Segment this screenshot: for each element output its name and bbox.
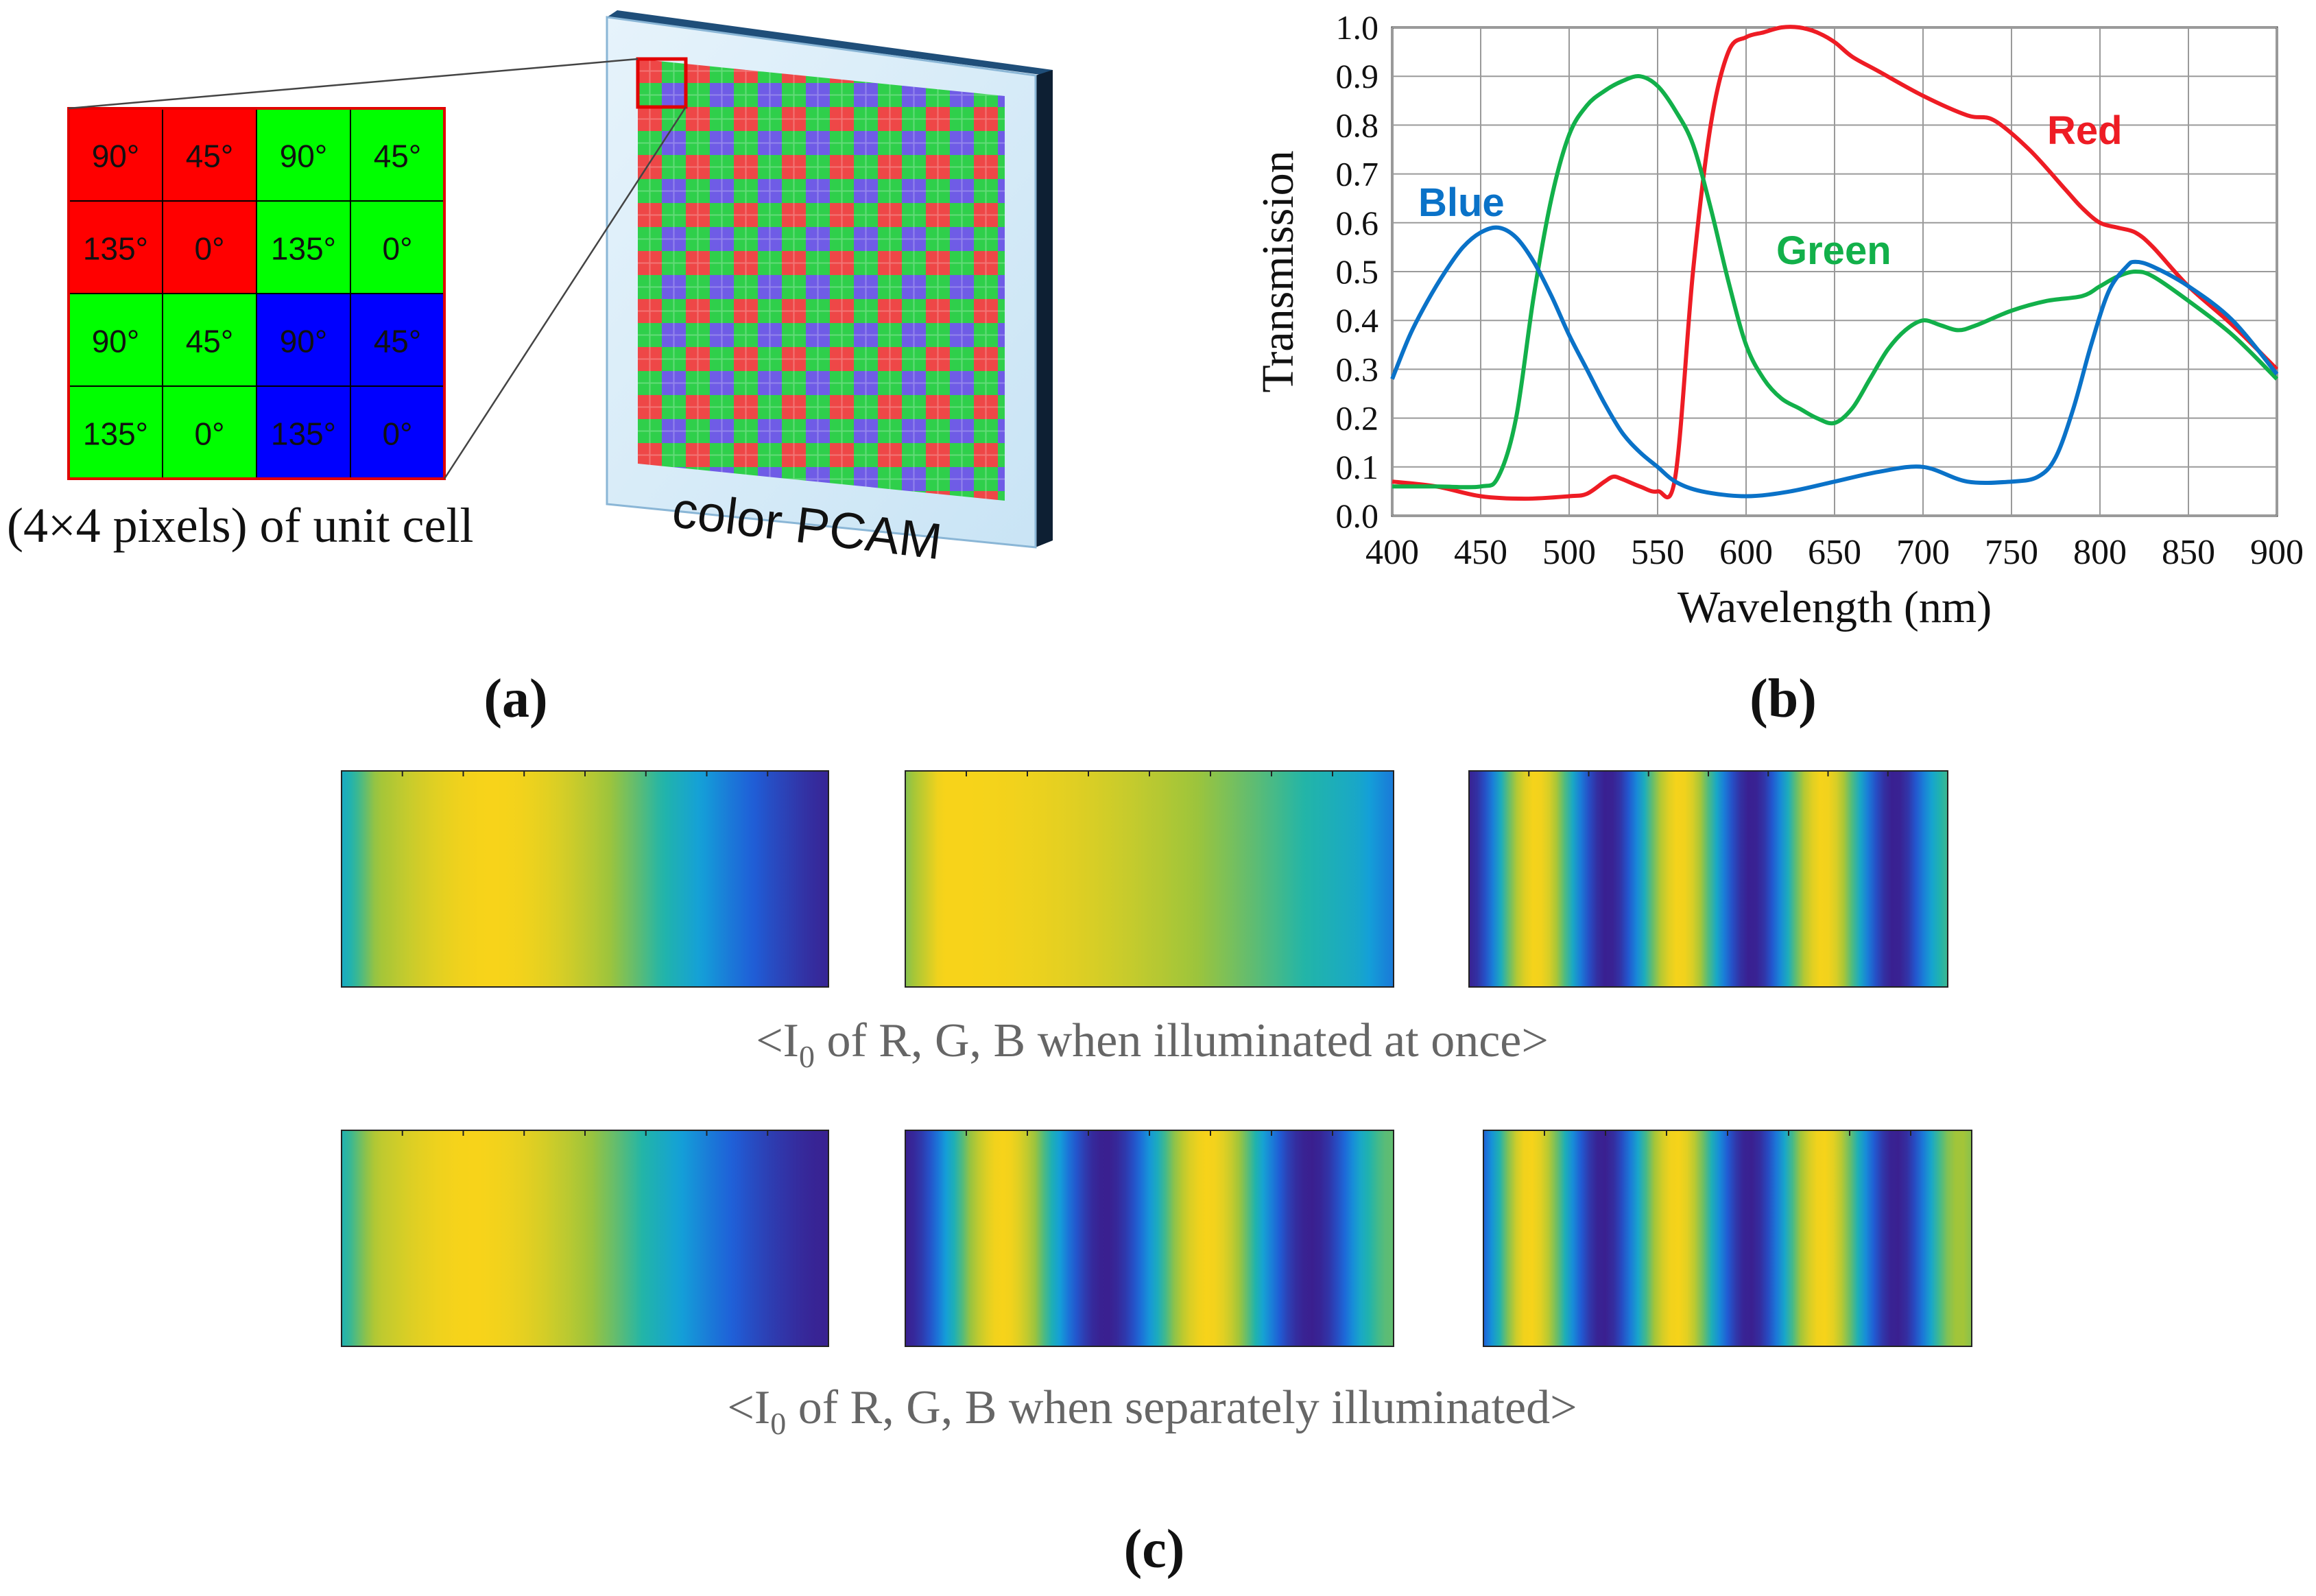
unit-cell-pixel <box>162 293 257 387</box>
panel-c: <I0 of R, G, B when illuminated at once>… <box>341 770 1972 1580</box>
x-tick-label: 550 <box>1631 533 1684 572</box>
panel-b-label: (b) <box>1750 669 1817 729</box>
x-tick-label: 400 <box>1365 533 1419 572</box>
pixel-array <box>638 59 1005 501</box>
x-tick-label: 600 <box>1719 533 1773 572</box>
fringe-image <box>905 1130 1394 1347</box>
series-line-green <box>1392 74 2279 490</box>
panel-c-label: (c) <box>1124 1519 1185 1580</box>
pixel-angle-label: 135° <box>271 231 336 267</box>
y-tick-label: 0.1 <box>1336 448 1379 486</box>
series-line-blue <box>1390 225 2279 499</box>
series-label-green: Green <box>1776 228 1891 273</box>
pixel-angle-label: 45° <box>374 139 422 174</box>
panel-a-label: (a) <box>484 669 547 729</box>
unit-cell-pixel <box>162 385 257 479</box>
panel-b: 400 450 500 550 600 650 700 750 800 850 900 0.0 0.1 0… <box>1253 8 2304 729</box>
pixel-angle-label: 90° <box>280 139 328 174</box>
y-tick-label: 0.8 <box>1336 106 1379 144</box>
x-tick-label: 450 <box>1454 533 1507 572</box>
y-tick-label: 0.5 <box>1336 252 1379 291</box>
x-axis-label: Wavelength (nm) <box>1678 582 1992 632</box>
unit-cell-pixel <box>350 293 445 387</box>
x-tick-label: 750 <box>1985 533 2038 572</box>
pixel-angle-label: 90° <box>92 139 140 174</box>
unit-cell-pixel <box>68 108 163 202</box>
pixel-angle-label: 0° <box>383 231 413 267</box>
unit-cell-pixel <box>350 385 445 479</box>
y-tick-label: 0.7 <box>1336 155 1379 193</box>
x-tick-label: 900 <box>2250 533 2304 572</box>
unit-cell-pixel <box>162 108 257 202</box>
panel-a: 90° 45° 90° 45° 135° 0° 135° 0° 90° 45° 90° 45° 135°… <box>7 10 1053 729</box>
unit-cell-pixel <box>350 108 445 202</box>
x-tick-label: 500 <box>1542 533 1596 572</box>
caption-illuminated-at-once: <I0 of R, G, B when illuminated at once> <box>756 1014 1549 1074</box>
x-tick-label: 800 <box>2073 533 2127 572</box>
unit-cell-pixel <box>350 200 445 294</box>
pixel-angle-label: 0° <box>195 231 225 267</box>
fringe-images <box>341 770 1972 1347</box>
pixel-angle-label: 0° <box>383 416 413 452</box>
y-tick-label: 0.0 <box>1336 497 1379 535</box>
fringe-image <box>905 770 1394 988</box>
fringe-image <box>341 770 829 988</box>
sensor-top-edge <box>607 10 1053 75</box>
pixel-angle-label: 135° <box>83 416 148 452</box>
series-line-red <box>1392 25 2279 501</box>
zoom-line-bottom <box>443 106 687 479</box>
fringe-image <box>1468 770 1948 988</box>
sensor-side-edge <box>1036 70 1053 547</box>
pixel-angle-label: 90° <box>92 324 140 359</box>
pixel-angle-label: 0° <box>195 416 225 452</box>
pixel-angle-label: 45° <box>186 324 234 359</box>
y-tick-label: 1.0 <box>1336 8 1379 47</box>
zoom-line-top <box>68 58 638 110</box>
fringe-image <box>1483 1130 1972 1347</box>
pixel-angle-label: 45° <box>186 139 234 174</box>
y-tick-label: 0.6 <box>1336 204 1379 242</box>
y-axis-label: Transmission <box>1253 150 1303 392</box>
pixel-angle-label: 45° <box>374 324 422 359</box>
pixel-angle-label: 135° <box>271 416 336 452</box>
unit-cell-highlight <box>636 57 688 109</box>
x-tick-label: 700 <box>1896 533 1950 572</box>
unit-cell-grid: 90° 45° 90° 45° 135° 0° 135° 0° 90° 45° 90° 45° 135°… <box>67 107 446 480</box>
y-tick-label: 0.4 <box>1336 301 1379 340</box>
series-label-blue: Blue <box>1418 180 1505 225</box>
y-tick-label: 0.9 <box>1336 57 1379 95</box>
series-label-red: Red <box>2047 108 2123 153</box>
fringe-image <box>341 1130 829 1347</box>
x-tick-label: 850 <box>2162 533 2215 572</box>
x-tick-label: 650 <box>1808 533 1861 572</box>
transmission-chart: 400 450 500 550 600 650 700 750 800 850 900 0.0 0.1 0… <box>1253 8 2304 632</box>
sensor-3d <box>68 10 1053 549</box>
y-tick-label: 0.2 <box>1336 399 1379 438</box>
pixel-angle-label: 90° <box>280 324 328 359</box>
unit-cell-pixel <box>162 200 257 294</box>
unit-cell-caption: (4×4 pixels) of unit cell <box>7 498 473 553</box>
y-tick-label: 0.3 <box>1336 350 1379 388</box>
unit-cell-border <box>67 107 446 480</box>
caption-separately-illuminated: <I0 of R, G, B when separately illuminat… <box>727 1381 1577 1441</box>
pixel-angle-label: 135° <box>83 231 148 267</box>
